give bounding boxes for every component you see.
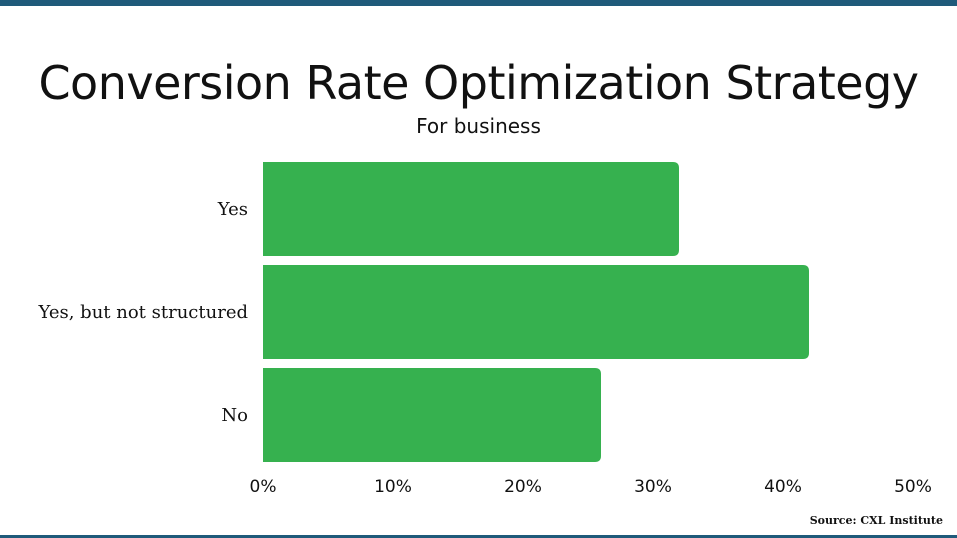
bar-no [263, 368, 601, 462]
x-tick-label: 40% [764, 477, 802, 497]
category-label: No [221, 405, 248, 426]
x-tick-label: 20% [504, 477, 542, 497]
bar-yes [263, 162, 679, 256]
bar-yes-but-not-structured [263, 265, 809, 359]
top-border [0, 0, 957, 6]
source-note: Source: CXL Institute [809, 514, 943, 527]
category-labels: Yes Yes, but not structured No [38, 199, 248, 426]
category-label: Yes [217, 199, 248, 220]
bars-group [263, 162, 809, 462]
chart-title: Conversion Rate Optimization Strategy [38, 56, 919, 110]
chart-subtitle: For business [416, 114, 541, 138]
x-tick-label: 10% [374, 477, 412, 497]
category-label: Yes, but not structured [38, 302, 248, 323]
bottom-border [0, 535, 957, 538]
x-tick-labels: 0% 10% 20% 30% 40% 50% [250, 477, 932, 497]
x-tick-label: 50% [894, 477, 932, 497]
x-tick-label: 0% [250, 477, 277, 497]
x-tick-label: 30% [634, 477, 672, 497]
